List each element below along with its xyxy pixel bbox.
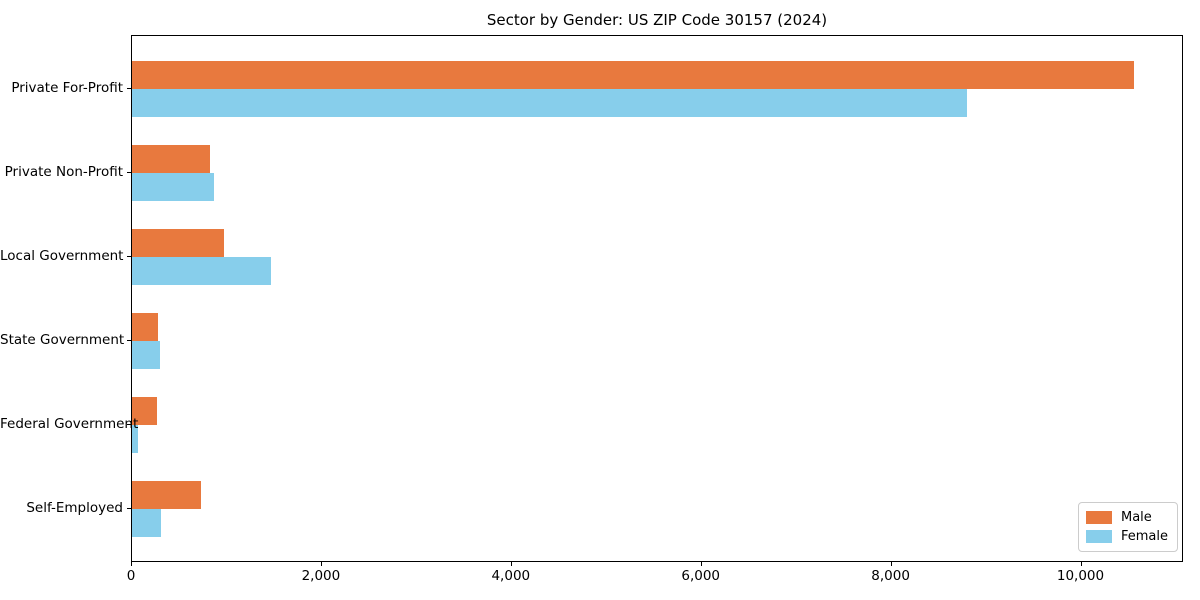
legend-item-male: Male [1085, 508, 1168, 527]
y-axis-category-label: Self-Employed [26, 500, 123, 516]
plot-area: Male Female [131, 35, 1183, 562]
x-axis-tick-label: 4,000 [491, 568, 531, 584]
x-axis-tick [890, 562, 892, 566]
legend-item-female: Female [1085, 527, 1168, 546]
chart-title: Sector by Gender: US ZIP Code 30157 (202… [486, 11, 828, 29]
x-axis-tick-label: 6,000 [681, 568, 721, 584]
legend-swatch-male [1085, 511, 1112, 524]
y-axis-tick [127, 172, 131, 174]
x-axis-tick-label: 10,000 [1056, 568, 1105, 584]
x-axis-tick [1080, 562, 1082, 566]
y-axis-tick [127, 340, 131, 342]
y-axis-tick [127, 424, 131, 426]
legend-swatch-female [1085, 530, 1112, 543]
bar-female [132, 425, 138, 453]
bar-male [132, 481, 201, 509]
bar-male [132, 145, 210, 173]
y-axis-category-label: Federal Government [0, 416, 139, 432]
x-axis-tick-label: 8,000 [871, 568, 910, 584]
bar-male [132, 229, 225, 257]
x-axis-tick [320, 562, 323, 566]
y-axis-tick [127, 256, 131, 258]
bar-male [132, 313, 159, 341]
x-axis-tick-label: 2,000 [301, 568, 341, 584]
x-axis-tick-label: 0 [126, 568, 136, 584]
bar-male [132, 397, 157, 425]
y-axis-category-label: Private Non-Profit [4, 164, 123, 180]
bar-female [132, 509, 161, 537]
y-axis-category-label: Private For-Profit [11, 80, 123, 96]
bar-female [132, 89, 967, 117]
bar-male [132, 61, 1134, 89]
y-axis-category-label: Local Government [0, 248, 124, 264]
y-axis-tick [127, 508, 131, 510]
bar-female [132, 257, 271, 285]
bar-female [132, 341, 160, 369]
x-axis-tick [700, 562, 702, 566]
y-axis-tick [127, 88, 131, 90]
x-axis-tick [131, 562, 133, 566]
legend-label: Female [1120, 529, 1168, 544]
legend: Male Female [1077, 502, 1178, 552]
x-axis-tick [510, 562, 512, 566]
bar-female [132, 173, 215, 201]
y-axis-category-label: State Government [0, 332, 125, 348]
legend-label: Male [1120, 510, 1152, 525]
